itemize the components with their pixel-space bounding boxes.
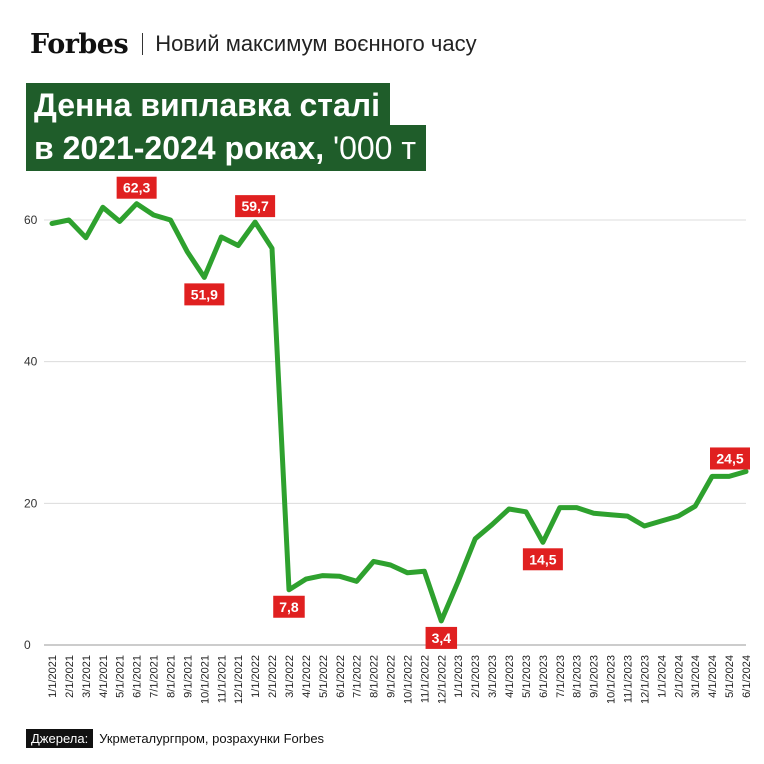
source-text: Укрметалургпром, розрахунки Forbes [99,730,325,746]
x-tick-label: 4/1/2023 [504,655,516,698]
x-tick-label: 3/1/2023 [487,655,499,698]
x-tick-label: 8/1/2023 [572,655,584,698]
y-tick-label: 40 [24,355,38,369]
x-tick-label: 1/1/2022 [250,655,262,698]
chart-title-line-2: в 2021-2024 роках, '000 т [26,125,427,171]
x-tick-label: 8/1/2021 [165,655,177,698]
data-label-box [273,595,305,618]
data-label-box [522,548,563,571]
x-tick-label: 4/1/2024 [707,655,719,698]
source-label: Джерела: [26,728,94,748]
x-tick-label: 9/1/2021 [182,655,194,698]
x-tick-label: 9/1/2023 [589,655,601,698]
x-tick-label: 12/1/2023 [639,655,651,704]
x-tick-label: 8/1/2022 [369,655,381,698]
x-tick-label: 3/1/2022 [284,655,296,698]
x-tick-label: 5/1/2021 [115,655,127,698]
x-tick-label: 12/1/2022 [436,655,448,704]
x-tick-label: 2/1/2023 [470,655,482,698]
data-label: 3,4 [432,630,452,646]
brand-logo: Forbes [30,28,129,60]
x-tick-label: 1/1/2023 [453,655,465,698]
y-tick-label: 20 [24,496,38,510]
x-tick-label: 12/1/2021 [233,655,245,704]
x-tick-label: 11/1/2021 [216,655,228,703]
x-tick-label: 6/1/2023 [538,655,550,698]
x-tick-label: 7/1/2021 [149,655,161,698]
data-label-box [425,626,458,649]
data-label: 59,7 [241,198,268,214]
x-tick-label: 5/1/2024 [724,655,736,698]
data-label-box [116,176,157,199]
x-tick-label: 2/1/2022 [267,655,279,698]
x-tick-label: 1/1/2021 [47,655,59,698]
x-tick-label: 4/1/2022 [301,655,313,698]
x-tick-label: 10/1/2021 [199,655,211,704]
data-label-box [235,195,276,218]
x-tick-label: 1/1/2024 [656,655,668,698]
x-tick-label: 2/1/2024 [673,655,685,698]
y-tick-label: 60 [24,213,38,227]
x-tick-label: 6/1/2022 [335,655,347,698]
series-line [49,201,749,624]
chart-title-text-1: Денна виплавка сталі [34,87,380,123]
x-tick-label: 5/1/2022 [318,655,330,698]
data-label: 14,5 [529,551,556,567]
x-tick-label: 10/1/2023 [606,655,618,704]
header: Forbes Новий максимум воєнного часу [30,26,477,62]
x-tick-label: 2/1/2021 [64,655,76,698]
x-tick-label: 3/1/2024 [690,655,702,698]
data-label: 62,3 [123,180,150,196]
chart-title-line-1: Денна виплавка сталі [26,83,390,127]
x-tick-label: 6/1/2021 [132,655,144,698]
data-label: 7,8 [279,599,299,615]
data-label-box [710,447,750,470]
data-label-box [184,283,225,306]
x-tick-label: 9/1/2022 [386,655,398,698]
chart-title-text-2: в 2021-2024 роках, [34,130,325,166]
x-tick-label: 7/1/2023 [555,655,567,698]
x-tick-label: 4/1/2021 [98,655,110,698]
data-label: 51,9 [191,286,218,302]
x-tick-label: 10/1/2022 [402,655,414,704]
x-tick-label: 7/1/2022 [352,655,364,698]
x-tick-label: 6/1/2024 [741,655,753,698]
chart-title-unit: '000 т [324,130,417,166]
x-tick-label: 3/1/2021 [81,655,93,698]
source-note: Джерела: Укрметалургпром, розрахунки For… [26,728,324,748]
x-tick-label: 11/1/2022 [419,655,431,703]
header-subtitle: Новий максимум воєнного часу [155,31,477,56]
header-divider [142,33,144,55]
x-tick-label: 5/1/2023 [521,655,533,698]
data-label: 24,5 [716,450,743,466]
y-tick-label: 0 [24,638,31,652]
x-tick-label: 11/1/2023 [623,655,635,703]
